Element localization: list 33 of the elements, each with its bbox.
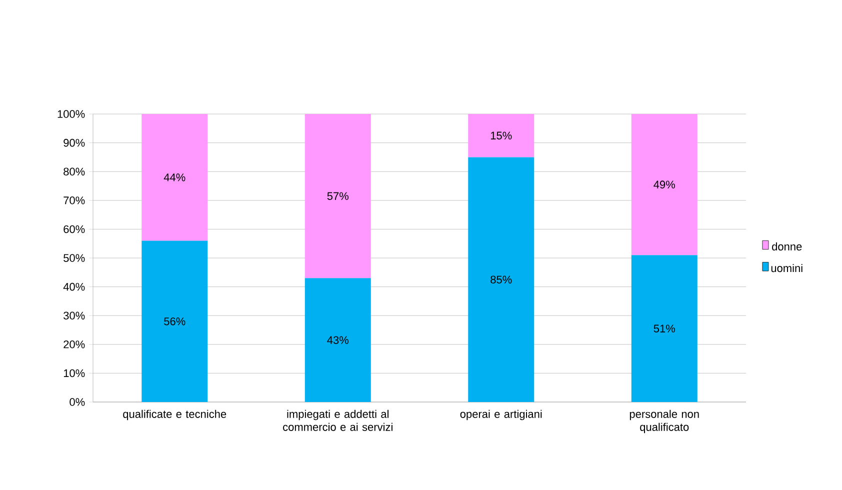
y-tick-label: 50%	[64, 254, 85, 262]
data-label: 43%	[327, 336, 348, 344]
x-tick-label: personale non qualificato	[630, 410, 699, 434]
legend-label: uomini	[771, 264, 802, 272]
bar	[631, 255, 698, 402]
y-tick-label: 100%	[58, 110, 85, 118]
data-label: 51%	[654, 324, 675, 332]
bar	[468, 157, 534, 402]
y-tick-label: 70%	[64, 196, 85, 204]
bar	[304, 278, 371, 402]
data-label: 15%	[490, 132, 512, 140]
data-label: 49%	[654, 180, 675, 188]
y-tick-label: 80%	[64, 168, 85, 176]
bar	[631, 114, 698, 256]
y-tick-label: 90%	[64, 138, 85, 147]
legend-label: donne	[772, 242, 802, 250]
x-tick-label: impiegati e addetti al commercio e ai servizi	[283, 410, 392, 431]
data-label: 85%	[490, 276, 512, 284]
data-label: 56%	[164, 317, 186, 326]
y-tick-label: 60%	[64, 225, 85, 234]
x-tick-label: qualificate e tecniche	[123, 410, 226, 420]
bar	[142, 240, 208, 402]
y-tick-label: 20%	[64, 340, 85, 348]
y-tick-label: 0%	[70, 398, 85, 406]
data-label: 44%	[164, 174, 186, 182]
data-label: 57%	[327, 192, 348, 200]
y-tick-label: 10%	[64, 369, 85, 378]
bar	[304, 114, 371, 278]
x-tick-label: operai e artigiani	[460, 410, 542, 420]
bar	[142, 114, 208, 241]
y-tick-label: 30%	[64, 312, 85, 320]
bar	[468, 114, 534, 158]
y-tick-label: 40%	[63, 282, 85, 291]
